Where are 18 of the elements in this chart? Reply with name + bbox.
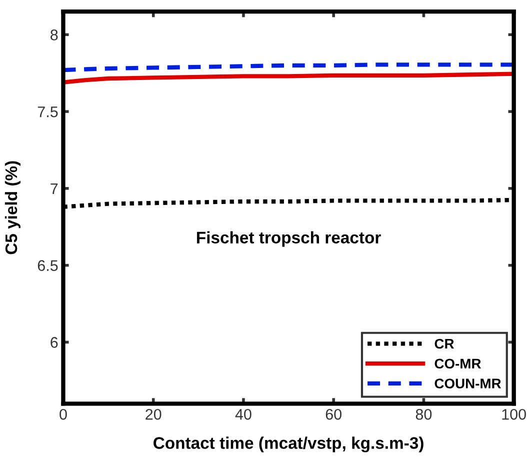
y-tick-label: 6 (50, 337, 58, 348)
y-tick-label: 8 (50, 30, 58, 40)
x-tick-label: 100 (502, 408, 526, 420)
y-tick-label: 6.5 (38, 260, 58, 271)
x-tick-label: 80 (416, 408, 432, 420)
annotation: Fischet tropsch reactor (197, 231, 381, 247)
line-series (63, 72, 514, 84)
x-tick-label: 20 (146, 408, 162, 420)
x-axis-title: Contact time (mcat/vstp, kg.s.m-3) (154, 436, 424, 452)
y-tick-label: 7 (50, 183, 58, 194)
x-tick-label: 0 (60, 408, 67, 420)
legend-label: CR (434, 338, 454, 349)
y-axis-title: C5 yield (%) (4, 161, 20, 254)
legend-label: CO-MR (434, 358, 481, 369)
legend-label: COUN-MR (434, 378, 502, 388)
x-tick-label: 60 (326, 408, 342, 420)
y-tick-label: 7.5 (38, 106, 58, 118)
x-tick-label: 40 (235, 408, 252, 420)
